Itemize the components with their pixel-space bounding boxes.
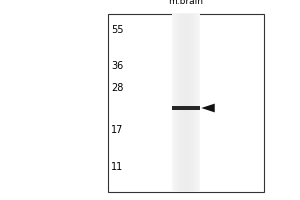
Bar: [108, 14, 264, 192]
Bar: [180, 14, 181, 192]
Bar: [189, 14, 190, 192]
Bar: [191, 14, 192, 192]
Bar: [181, 14, 182, 192]
Bar: [199, 14, 200, 192]
Bar: [176, 14, 177, 192]
Bar: [190, 14, 191, 192]
Text: 36: 36: [111, 61, 123, 71]
Bar: [177, 14, 178, 192]
Bar: [187, 14, 188, 192]
Bar: [197, 14, 198, 192]
Bar: [185, 14, 186, 192]
Bar: [186, 14, 187, 192]
Bar: [178, 14, 179, 192]
Bar: [193, 14, 194, 192]
Bar: [183, 14, 184, 192]
Text: 55: 55: [111, 25, 124, 35]
Bar: [195, 14, 196, 192]
Bar: [174, 14, 175, 192]
Polygon shape: [201, 104, 215, 112]
Bar: [194, 14, 195, 192]
Text: m.brain: m.brain: [169, 0, 203, 6]
Bar: [196, 14, 197, 192]
Bar: [173, 14, 174, 192]
Bar: [179, 14, 180, 192]
Bar: [184, 14, 185, 192]
Text: 17: 17: [111, 125, 123, 135]
Bar: [192, 14, 193, 192]
Bar: [172, 14, 173, 192]
Text: 28: 28: [111, 83, 123, 93]
Bar: [182, 14, 183, 192]
Bar: [198, 14, 199, 192]
Bar: [172, 106, 200, 110]
Bar: [188, 14, 189, 192]
Text: 11: 11: [111, 162, 123, 172]
